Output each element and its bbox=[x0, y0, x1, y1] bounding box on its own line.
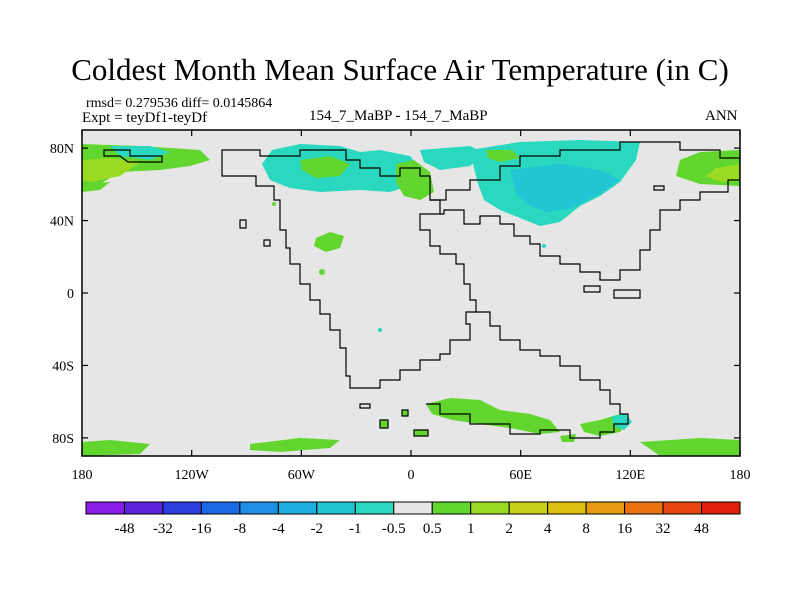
patch-small-2 bbox=[378, 328, 382, 332]
colorbar-label: 4 bbox=[544, 521, 552, 537]
colorbar-label: 8 bbox=[582, 521, 590, 537]
patch-small-4 bbox=[272, 202, 276, 206]
coast-island-4 bbox=[359, 403, 371, 409]
patch-antarctic-main bbox=[426, 398, 560, 434]
experiment-line: Expt = teyDf1-teyDf bbox=[82, 110, 208, 126]
colorbar-swatch bbox=[547, 501, 587, 515]
patch-small-1 bbox=[319, 269, 325, 275]
coast-island-9 bbox=[653, 185, 665, 191]
coast-island-7 bbox=[239, 219, 247, 229]
colorbar-swatch bbox=[508, 501, 549, 515]
colorbar-label: -16 bbox=[191, 521, 211, 537]
lat-label: 80S bbox=[52, 432, 74, 447]
colorbar-label: -1 bbox=[349, 521, 362, 537]
coast-island-1 bbox=[379, 419, 389, 429]
anomaly-patches bbox=[82, 140, 740, 456]
colorbar-swatch bbox=[701, 501, 741, 515]
coast-island-3 bbox=[401, 409, 409, 417]
patch-antarctic-island-3 bbox=[402, 410, 408, 416]
patch-antarctic-island-2 bbox=[414, 430, 428, 436]
patch-na-mid bbox=[314, 232, 344, 252]
coast-eurasia bbox=[430, 141, 740, 281]
stats-line: rmsd= 0.279536 diff= 0.0145864 bbox=[86, 96, 273, 111]
patch-greenland-blue bbox=[420, 146, 486, 170]
colorbar-label: -8 bbox=[234, 521, 247, 537]
colorbar-swatch bbox=[431, 501, 472, 515]
lat-label: 40S bbox=[52, 359, 74, 374]
patch-arctic-west-yellow bbox=[82, 158, 140, 182]
coast-island-6 bbox=[613, 289, 641, 299]
figure-title: Coldest Month Mean Surface Air Temperatu… bbox=[71, 52, 729, 87]
lon-label: 0 bbox=[408, 468, 415, 483]
coast-island-8 bbox=[263, 239, 271, 247]
lon-label: 120E bbox=[616, 468, 646, 483]
coast-island-2 bbox=[413, 429, 429, 437]
lat-label: 0 bbox=[67, 287, 74, 302]
colorbar-label: -0.5 bbox=[382, 521, 406, 537]
colorbar-label: 16 bbox=[617, 521, 633, 537]
coast-north-america bbox=[221, 149, 477, 389]
coast-island-5 bbox=[583, 285, 601, 293]
colorbar-swatch bbox=[393, 501, 433, 515]
patch-arctic-east-yellow bbox=[706, 164, 740, 182]
colorbar-swatch bbox=[585, 501, 626, 515]
lon-label: 180 bbox=[730, 468, 751, 483]
colorbar-label: 48 bbox=[694, 521, 709, 537]
coast-arctic-west bbox=[103, 149, 163, 163]
patch-south-strip-west bbox=[82, 440, 150, 456]
center-label: 154_7_MaBP - 154_7_MaBP bbox=[309, 108, 488, 124]
colorbar-label: -2 bbox=[311, 521, 324, 537]
lon-label: 60E bbox=[509, 468, 532, 483]
colorbar-swatch bbox=[354, 501, 395, 515]
season-label: ANN bbox=[705, 108, 738, 124]
latitude-axis: 80N 40N 0 40S 80S bbox=[50, 142, 740, 447]
coast-africa-east bbox=[426, 311, 629, 439]
lon-label: 120W bbox=[175, 468, 210, 483]
colorbar-label: -32 bbox=[153, 521, 173, 537]
patch-antarctic-small bbox=[560, 434, 576, 442]
colorbar-swatch bbox=[85, 501, 125, 515]
coastlines bbox=[103, 141, 740, 439]
colorbar-swatch bbox=[277, 501, 318, 515]
patch-south-strip-east bbox=[640, 438, 740, 456]
patch-small-3 bbox=[542, 244, 546, 248]
patch-na-arctic-green bbox=[300, 156, 350, 178]
patch-antarctic-blue bbox=[612, 414, 632, 430]
lon-label: 60W bbox=[288, 468, 316, 483]
colorbar-swatch bbox=[239, 501, 279, 515]
longitude-axis: 180 120W 60W 0 60E 120E 180 bbox=[72, 130, 751, 483]
patch-greenland-green bbox=[396, 160, 434, 200]
patch-arctic-west bbox=[82, 144, 210, 188]
lat-label: 80N bbox=[50, 142, 74, 157]
colorbar-swatch bbox=[662, 501, 703, 515]
colorbar-label: -4 bbox=[272, 521, 285, 537]
colorbar-swatch bbox=[123, 501, 164, 515]
lat-label: 40N bbox=[50, 215, 74, 230]
colorbar-label: 2 bbox=[505, 521, 513, 537]
colorbar-label: 1 bbox=[467, 521, 475, 537]
colorbar-swatch bbox=[470, 501, 510, 515]
colorbar-swatch bbox=[200, 501, 241, 515]
lon-label: 180 bbox=[72, 468, 93, 483]
patch-arctic-west-green bbox=[82, 182, 110, 192]
patch-antarctic-island-1 bbox=[380, 420, 388, 428]
patch-eurasia-deep bbox=[510, 164, 620, 212]
colorbar-swatch bbox=[624, 501, 664, 515]
colorbar: -48 -32 -16 -8 -4 -2 -1 -0.5 0.5 1 2 4 8 16 32 48 bbox=[85, 501, 741, 537]
colorbar-swatch bbox=[316, 501, 356, 515]
colorbar-swatch bbox=[162, 501, 202, 515]
colorbar-label: 32 bbox=[656, 521, 671, 537]
patch-south-strip-mid bbox=[250, 438, 340, 452]
patch-eurasia-green bbox=[486, 150, 520, 162]
colorbar-label: -48 bbox=[114, 521, 134, 537]
colorbar-label: 0.5 bbox=[423, 521, 442, 537]
